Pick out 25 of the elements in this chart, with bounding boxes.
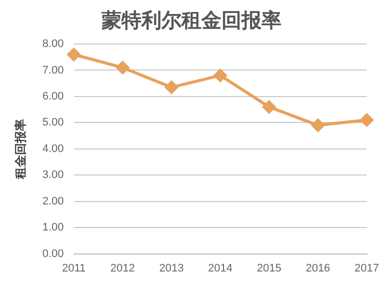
y-tick-label: 2.00 (42, 195, 64, 208)
x-tick-label: 2012 (110, 262, 135, 274)
x-tick-label: 2014 (208, 262, 233, 274)
y-tick-label: 6.00 (42, 90, 64, 102)
point (116, 61, 130, 74)
point (311, 118, 324, 132)
y-tick-label: 4.00 (42, 142, 64, 155)
point (164, 80, 178, 94)
point (67, 48, 80, 61)
point (214, 68, 227, 82)
y-tick-label: 1.00 (42, 222, 64, 234)
point (360, 114, 374, 127)
y-tick-label: 7.00 (42, 64, 64, 76)
x-tick-label: 2015 (256, 262, 282, 274)
y-axis-title: 租金回报率 (13, 118, 28, 180)
point (262, 100, 276, 114)
y-tick-label: 0.00 (42, 248, 64, 260)
chart-title: 蒙特利尔租金回报率 (100, 8, 282, 32)
y-tick-label: 3.00 (42, 169, 64, 182)
y-tick-label: 5.00 (42, 116, 64, 129)
y-tick-label: 8.00 (42, 38, 64, 50)
x-tick-label: 2016 (306, 262, 330, 274)
x-tick-label: 2011 (62, 262, 86, 274)
x-tick-label: 2013 (159, 262, 184, 274)
x-tick-label: 2017 (354, 262, 380, 274)
